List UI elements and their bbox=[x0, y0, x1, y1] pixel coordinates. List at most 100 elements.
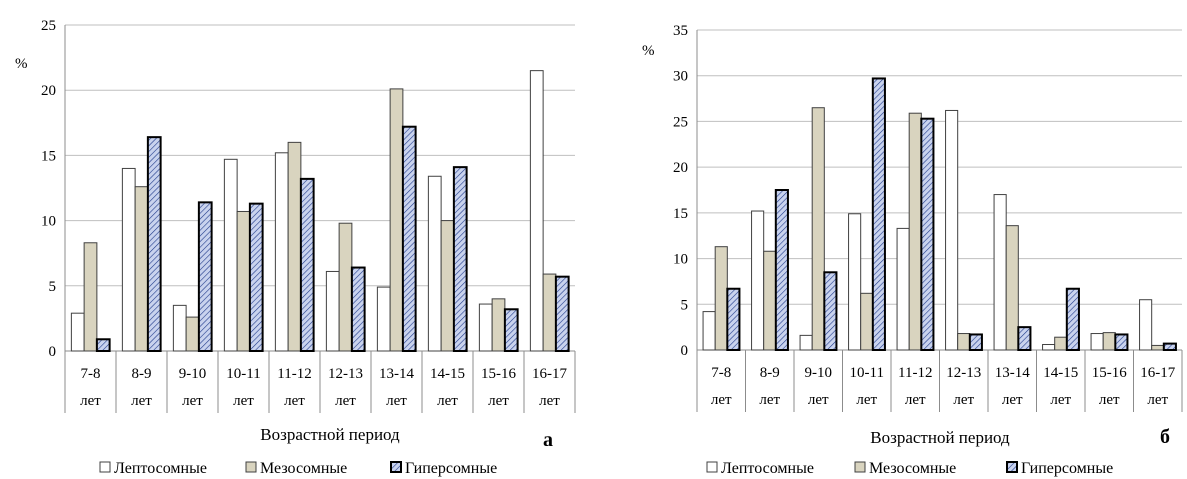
x-tick-label: 12-13 bbox=[328, 366, 363, 382]
x-tick-label: 9-10 bbox=[805, 365, 833, 381]
x-tick-label-unit: лет bbox=[1099, 392, 1120, 408]
y-unit-label: % bbox=[642, 43, 655, 59]
bar-hypersomic bbox=[1065, 287, 1080, 351]
bar-mesosomic bbox=[1102, 332, 1116, 351]
x-tick-label: 10-11 bbox=[226, 366, 260, 382]
x-tick-label-unit: лет bbox=[759, 392, 780, 408]
y-tick-label: 5 bbox=[681, 297, 689, 313]
x-tick-label: 7-8 bbox=[711, 365, 731, 381]
x-tick-label: 13-14 bbox=[379, 366, 414, 382]
bar-mesosomic bbox=[763, 250, 777, 351]
x-tick-label: 14-15 bbox=[430, 366, 465, 382]
bar-hypersomic bbox=[146, 136, 162, 352]
bar-leptosomic bbox=[751, 210, 765, 351]
bar-leptosomic bbox=[993, 194, 1007, 351]
x-tick-label-unit: лет bbox=[1147, 392, 1168, 408]
bar-leptosomic bbox=[172, 304, 187, 352]
legend-label: Мезосомные bbox=[869, 460, 956, 477]
panel-label: б bbox=[1160, 426, 1170, 448]
bar-leptosomic bbox=[896, 227, 910, 351]
bar-leptosomic bbox=[70, 312, 85, 352]
x-tick-label: 14-15 bbox=[1043, 365, 1078, 381]
x-tick-label-unit: лет bbox=[808, 392, 829, 408]
x-tick-label: 7-8 bbox=[81, 366, 101, 382]
legend-swatch bbox=[854, 461, 866, 473]
y-tick-label: 5 bbox=[49, 279, 57, 295]
bar-mesosomic bbox=[287, 141, 302, 352]
x-tick-label: 15-16 bbox=[481, 366, 516, 382]
bar-mesosomic bbox=[860, 292, 874, 351]
y-tick-label: 25 bbox=[673, 114, 688, 130]
bar-leptosomic bbox=[799, 334, 813, 351]
bar-mesosomic bbox=[83, 242, 98, 352]
bar-leptosomic bbox=[1090, 333, 1104, 351]
x-axis-title: Возрастной период bbox=[260, 425, 400, 444]
y-tick-label: 10 bbox=[673, 252, 688, 268]
legend-label: Гиперсомные bbox=[405, 460, 497, 477]
bar-hypersomic bbox=[503, 308, 519, 353]
legend-swatch bbox=[390, 461, 402, 473]
bar-leptosomic bbox=[945, 109, 959, 351]
x-tick-label-unit: лет bbox=[131, 393, 152, 409]
bar-hypersomic bbox=[197, 201, 213, 352]
bar-leptosomic bbox=[848, 213, 862, 351]
bar-mesosomic bbox=[542, 273, 557, 352]
bar-hypersomic bbox=[871, 77, 886, 351]
legend-swatch bbox=[706, 461, 718, 473]
bar-hypersomic bbox=[968, 333, 983, 352]
x-tick-label-unit: лет bbox=[335, 393, 356, 409]
x-tick-label-unit: лет bbox=[953, 392, 974, 408]
bar-leptosomic bbox=[1042, 344, 1056, 351]
bar-hypersomic bbox=[401, 125, 417, 352]
bar-hypersomic bbox=[823, 271, 838, 351]
legend-swatch bbox=[1006, 461, 1018, 473]
bar-leptosomic bbox=[702, 311, 716, 351]
x-tick-label-unit: лет bbox=[711, 392, 732, 408]
y-unit-label: % bbox=[15, 56, 28, 72]
x-tick-label-unit: лет bbox=[386, 393, 407, 409]
x-tick-label: 9-10 bbox=[179, 366, 207, 382]
bar-hypersomic bbox=[248, 202, 264, 352]
x-tick-label-unit: лет bbox=[905, 392, 926, 408]
bar-hypersomic bbox=[726, 287, 741, 351]
x-tick-label-unit: лет bbox=[856, 392, 877, 408]
x-tick-label-unit: лет bbox=[539, 393, 560, 409]
bar-mesosomic bbox=[957, 333, 971, 351]
x-tick-label: 10-11 bbox=[850, 365, 884, 381]
bar-leptosomic bbox=[121, 167, 136, 352]
x-tick-label-unit: лет bbox=[1002, 392, 1023, 408]
x-tick-label: 16-17 bbox=[532, 366, 567, 382]
legend-swatch bbox=[99, 461, 111, 473]
x-tick-label: 8-9 bbox=[132, 366, 152, 382]
x-tick-label-unit: лет bbox=[437, 393, 458, 409]
legend-label: Гиперсомные bbox=[1021, 460, 1113, 477]
y-tick-label: 20 bbox=[673, 160, 688, 176]
y-tick-label: 0 bbox=[49, 344, 57, 360]
bar-mesosomic bbox=[811, 107, 825, 351]
x-tick-label: 8-9 bbox=[760, 365, 780, 381]
y-tick-label: 20 bbox=[41, 83, 56, 99]
x-tick-label: 13-14 bbox=[995, 365, 1030, 381]
bar-leptosomic bbox=[274, 152, 289, 352]
chart-panel-b: 0 5 10 15 20 25 30 35% 7-8 лет 8-9 лет 9-10 лет 10-11 л… bbox=[642, 23, 1183, 477]
x-tick-label-unit: лет bbox=[488, 393, 509, 409]
bar-hypersomic bbox=[350, 266, 366, 353]
x-tick-label: 12-13 bbox=[946, 365, 981, 381]
x-tick-label-unit: лет bbox=[284, 393, 305, 409]
bar-hypersomic bbox=[1162, 342, 1177, 352]
bar-hypersomic bbox=[920, 117, 935, 351]
y-tick-label: 25 bbox=[41, 18, 56, 34]
legend-label: Лептосомные bbox=[721, 460, 814, 477]
bar-mesosomic bbox=[236, 210, 251, 352]
x-tick-label-unit: лет bbox=[182, 393, 203, 409]
legend-swatch bbox=[245, 461, 257, 473]
bar-mesosomic bbox=[714, 246, 728, 351]
bar-mesosomic bbox=[389, 88, 404, 352]
x-tick-label-unit: лет bbox=[233, 393, 254, 409]
bar-leptosomic bbox=[478, 303, 493, 352]
bar-hypersomic bbox=[774, 189, 789, 351]
bar-mesosomic bbox=[134, 186, 149, 352]
bar-hypersomic bbox=[452, 166, 468, 352]
bar-hypersomic bbox=[299, 177, 315, 352]
